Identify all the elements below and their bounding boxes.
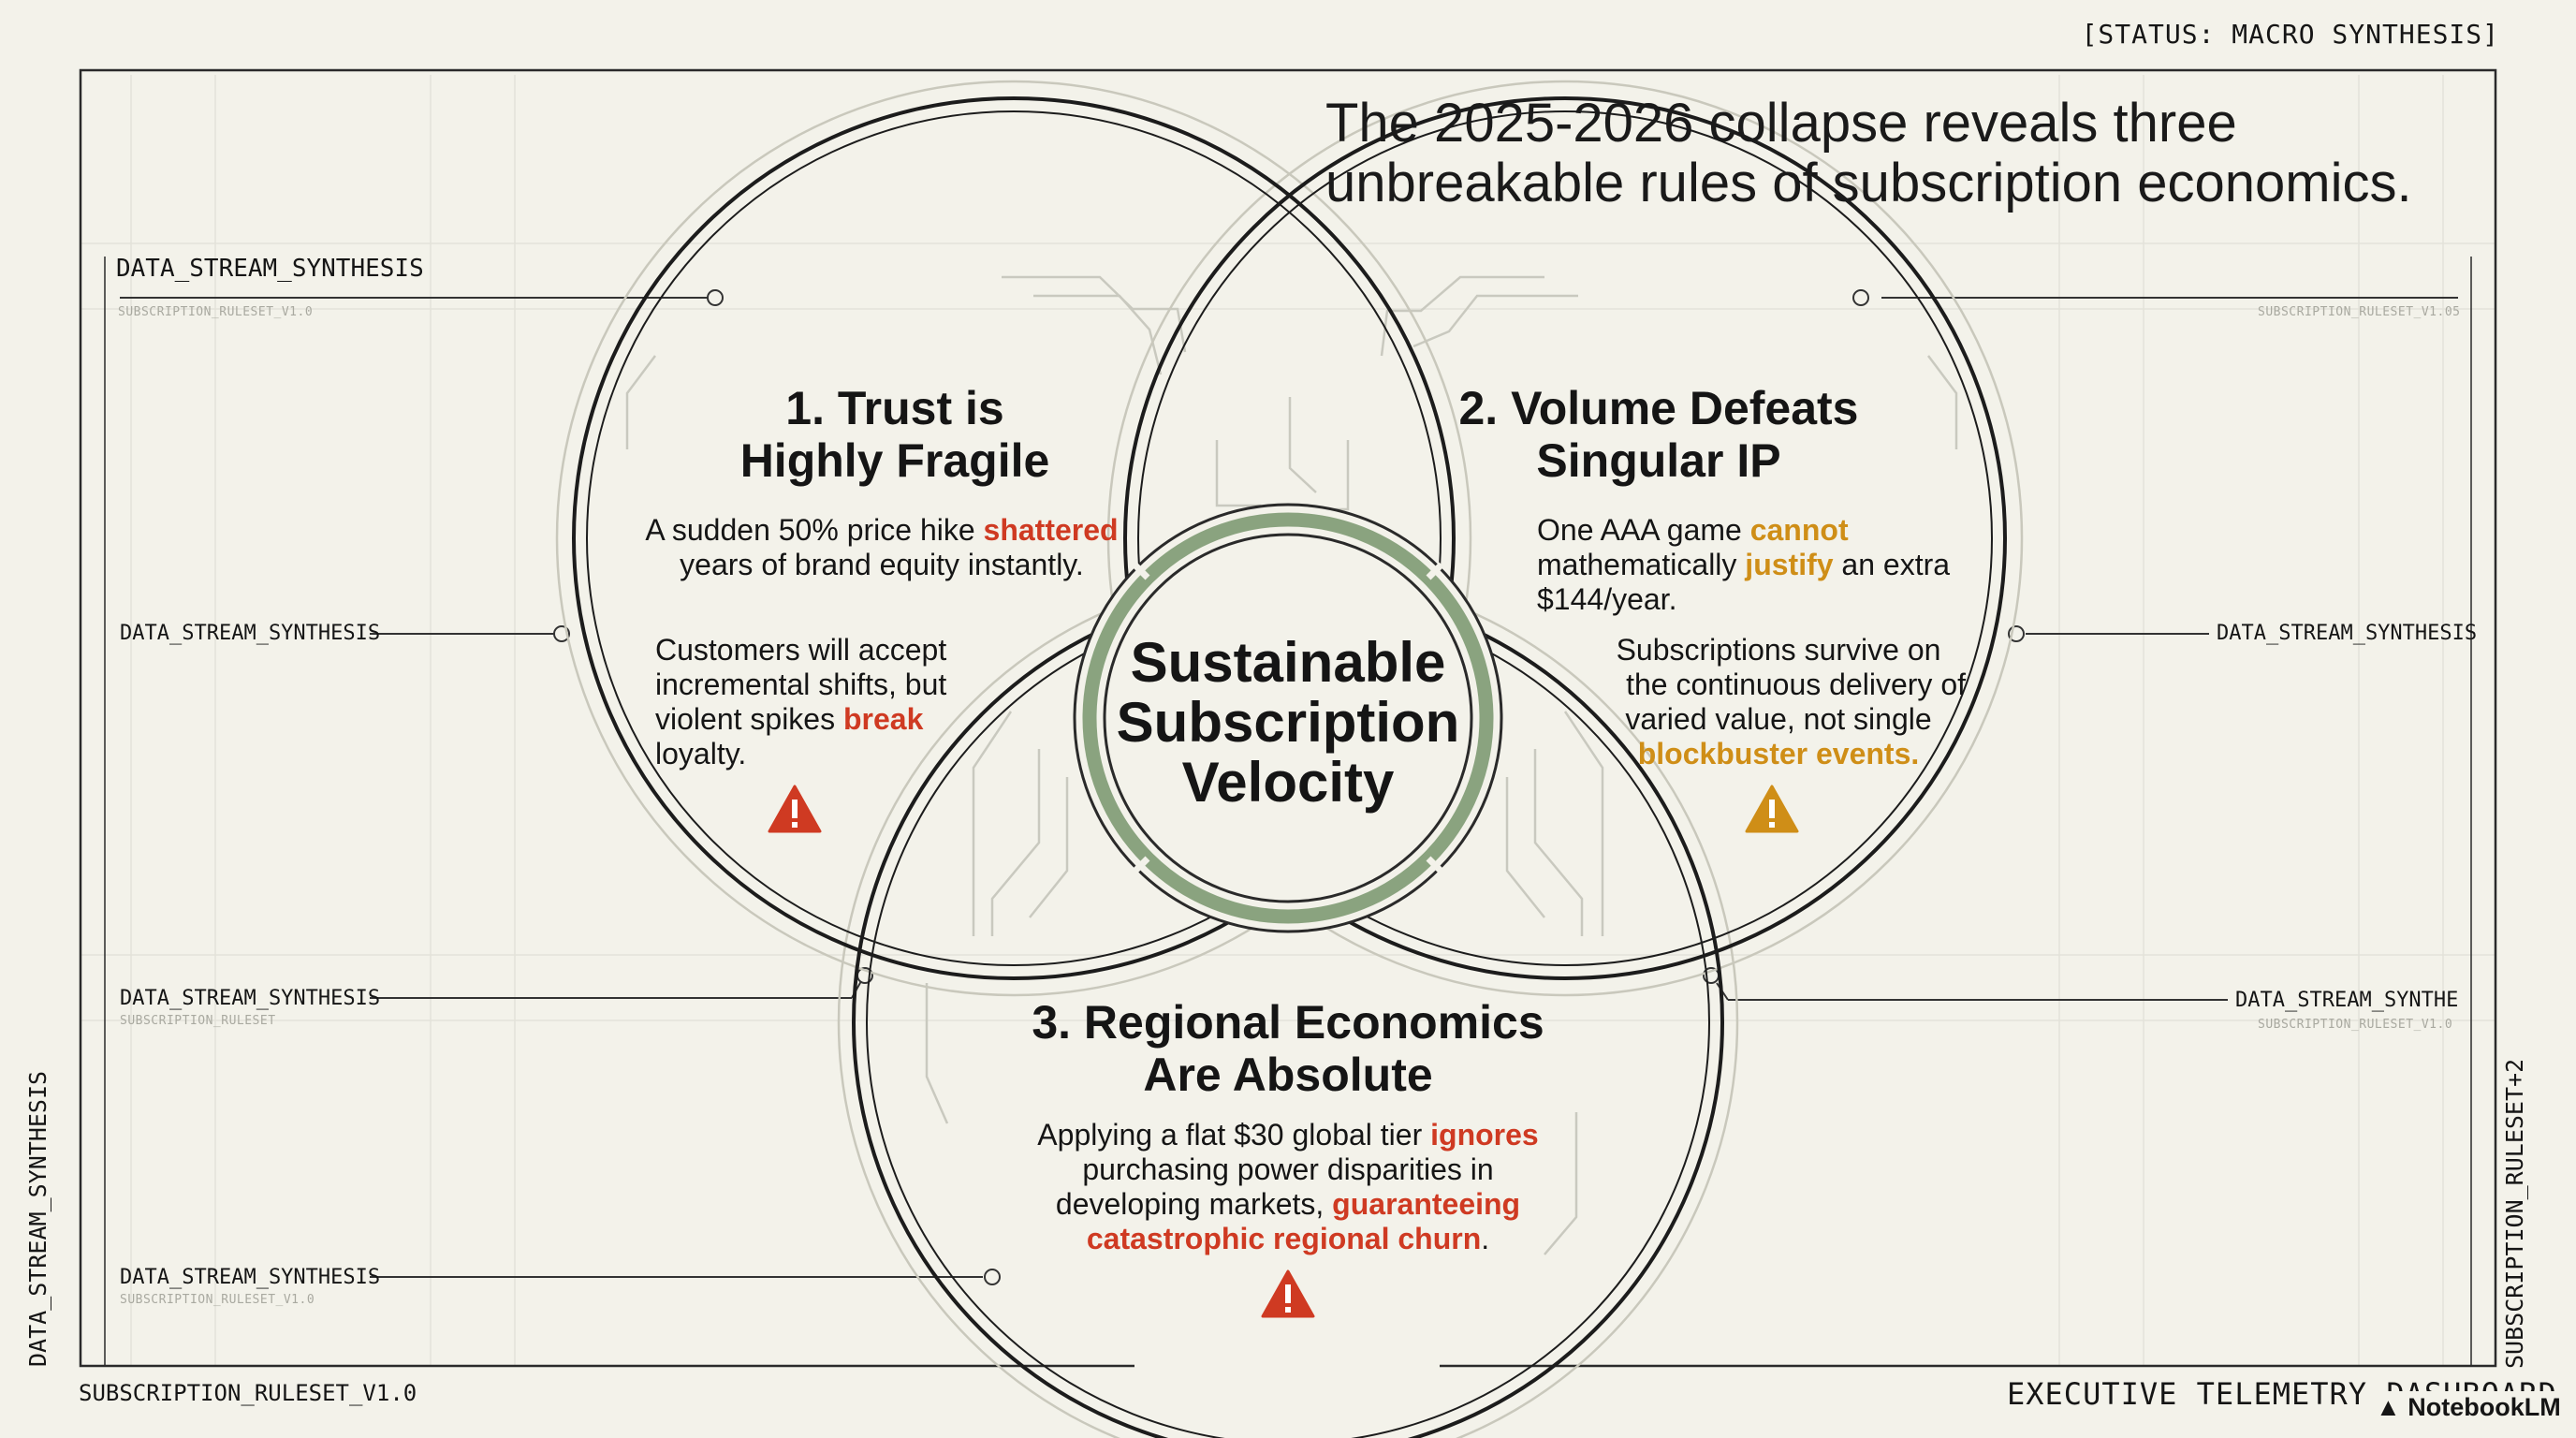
headline-line-2: unbreakable rules of subscription econom… [1325,153,2412,213]
headline-line-1: The 2025-2026 collapse reveals three [1325,93,2237,154]
center-line-1: Sustainable [1130,631,1446,694]
rule-3-emphasis-ignores: ignores [1430,1118,1539,1152]
stream-label-right-mid: DATA_STREAM_SYNTHESIS [2217,622,2478,645]
callout-lines [120,289,2458,1285]
background-grid [80,75,2496,1367]
ruleset-tag-left-bottom: SUBSCRIPTION_RULESET_V1.0 [120,1293,315,1307]
rule-1-title: 1. Trust is Highly Fragile [614,382,1176,487]
rule-1-emphasis-break: break [842,702,924,736]
rule-2-emphasis-cannot: cannot [1749,513,1849,547]
rule-2-emphasis-blockbuster: blockbuster events. [1637,737,1920,770]
rule-1-panel: 1. Trust is Highly Fragile [614,382,1176,487]
notebooklm-badge[interactable]: ▲ NotebookLM [2366,1391,2570,1424]
rule-2-title-line-1: 2. Volume Defeats [1458,382,1859,434]
stream-label-top-left: DATA_STREAM_SYNTHESIS [116,255,424,283]
vertical-label-left: DATA_STREAM_SYNTHESIS [24,1070,51,1367]
rule-1-line-e: loyalty. [655,737,747,770]
rule-1-emphasis-shattered: shattered [983,513,1119,547]
venn-circle-right [1123,96,2007,980]
rule-2-line-b: the continuous delivery of [1626,668,1966,701]
rule-3-text-c: purchasing power disparities in [1082,1152,1494,1186]
rule-3-paragraph: Applying a flat $30 global tier ignores … [960,1118,1616,1256]
stream-label-right-low: DATA_STREAM_SYNTHE [2235,989,2459,1012]
rule-3-period: . [1481,1222,1490,1255]
center-velocity-ring [1073,503,1503,933]
center-line-2: Subscription [1116,691,1460,754]
rule-1-paragraph-2: Customers will accept incremental shifts… [655,633,1030,771]
warning-icon [768,785,822,833]
rule-1-paragraph-1: A sudden 50% price hike shattered years … [629,513,1134,582]
rule-1-text: A sudden 50% price hike [645,513,984,547]
rule-2-emphasis-justify: justify [1745,548,1834,581]
ruleset-tag-right-low: SUBSCRIPTION_RULESET_V1.0 [2258,1018,2453,1032]
brand-label: NotebookLM [2408,1393,2561,1421]
ruleset-tag-left-low: SUBSCRIPTION_RULESET [120,1014,276,1028]
stream-label-left-mid: DATA_STREAM_SYNTHESIS [120,622,381,645]
rule-1-line-a: Customers will accept [655,633,947,667]
rule-3-emphasis-churn: catastrophic regional churn [1086,1222,1482,1255]
rule-2-paragraph-2: Subscriptions survive on the continuous … [1591,633,1966,771]
rule-3-title: 3. Regional Economics Are Absolute [960,996,1616,1101]
rule-1-line-c: violent spikes [655,702,843,736]
rule-1-title-line-1: 1. Trust is [785,382,1004,434]
rule-3-text-a: Applying a flat $30 global tier [1037,1118,1431,1152]
rule-3-title-line-2: Are Absolute [1143,1049,1433,1101]
rule-2-line-c: varied value, not single [1625,702,1932,736]
warning-icon [1261,1269,1315,1318]
rule-2-paragraph-1: One AAA game cannot mathematically justi… [1537,513,1968,617]
center-line-3: Velocity [1181,751,1395,814]
ruleset-tag-top-left: SUBSCRIPTION_RULESET_V1.0 [118,305,314,319]
rule-2-line-a: Subscriptions survive on [1616,633,1941,667]
rule-3-emphasis-guaranteeing: guaranteeing [1332,1187,1521,1221]
rule-3-title-line-1: 3. Regional Economics [1032,996,1544,1049]
rule-2-title-line-2: Singular IP [1536,434,1781,487]
rule-1-line-b: incremental shifts, but [655,668,947,701]
dashboard-frame [79,68,2497,1368]
rule-1-title-line-2: Highly Fragile [739,434,1050,487]
status-readout: [STATUS: MACRO SYNTHESIS] [2081,19,2499,50]
stream-label-left-low: DATA_STREAM_SYNTHESIS [120,987,381,1010]
headline: The 2025-2026 collapse reveals three unb… [1325,94,2505,213]
rule-1-text-2: years of brand equity instantly. [680,548,1084,581]
warning-icon [1745,785,1799,833]
rule-2-text-c: mathematically [1537,548,1746,581]
center-concept: Sustainable Subscription Velocity [1082,633,1494,813]
vertical-label-right: SUBSCRIPTION_RULESET+2 [2501,1058,2528,1369]
rule-2-text-a: One AAA game [1537,513,1750,547]
stream-label-left-bottom: DATA_STREAM_SYNTHESIS [120,1266,381,1289]
rule-2-text-f: $144/year. [1537,582,1677,616]
ruleset-tag-top-right: SUBSCRIPTION_RULESET_V1.05 [2258,305,2461,319]
rule-3-text-d: developing markets, [1055,1187,1333,1221]
rule-2-title: 2. Volume Defeats Singular IP [1378,382,1939,487]
notebook-icon: ▲ [2376,1393,2401,1421]
rule-2-text-e: an extra [1833,548,1951,581]
venn-circle-left [572,96,1456,980]
footer-ruleset: SUBSCRIPTION_RULESET_V1.0 [79,1380,417,1406]
rule-2-panel: 2. Volume Defeats Singular IP [1378,382,1939,487]
